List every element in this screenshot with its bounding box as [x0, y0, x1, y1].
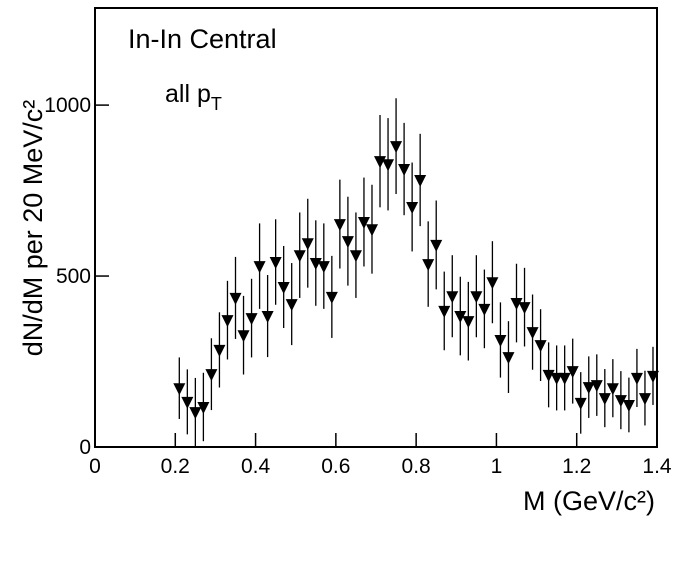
data-point [574, 397, 587, 410]
data-point [606, 383, 619, 396]
annotation-subscript: T [211, 94, 222, 114]
data-point [253, 261, 266, 274]
data-point [229, 292, 242, 305]
data-point [454, 311, 467, 324]
data-point [221, 315, 234, 328]
data-point [502, 352, 515, 365]
data-point [550, 372, 563, 385]
data-point [566, 366, 579, 379]
data-point [494, 334, 507, 347]
data-point [446, 291, 459, 304]
data-point [470, 291, 483, 304]
data-point [582, 382, 595, 395]
data-point [590, 380, 603, 393]
data-point [205, 369, 218, 382]
data-point [486, 277, 499, 290]
data-point [622, 399, 635, 412]
data-point [382, 159, 395, 172]
data-point [333, 219, 346, 232]
data-point [414, 174, 427, 187]
annotation-text: all p [165, 80, 211, 108]
data-point [189, 407, 202, 420]
data-point [277, 281, 290, 294]
x-tick-label: 1.4 [642, 455, 672, 478]
data-point [213, 344, 226, 357]
data-point [261, 311, 274, 324]
data-point [534, 340, 547, 353]
data-point [285, 299, 298, 312]
data-point [542, 369, 555, 382]
data-point [598, 393, 611, 406]
data-point [614, 395, 627, 408]
annotation: all pT [165, 80, 222, 114]
data-point [510, 298, 523, 311]
data-point [293, 250, 306, 263]
x-tick-label: 0.8 [402, 455, 431, 478]
data-point [518, 302, 531, 315]
data-point [374, 156, 387, 169]
data-point [462, 316, 475, 329]
data-point [390, 141, 403, 154]
data-point [309, 258, 322, 271]
data-point [357, 217, 370, 230]
data-point [478, 303, 491, 316]
data-point [558, 372, 571, 385]
data-point [325, 291, 338, 304]
data-point [237, 330, 250, 343]
data-point [349, 250, 362, 263]
data-point [630, 372, 643, 385]
data-point [197, 401, 210, 414]
x-tick-label: 0.6 [321, 455, 350, 478]
x-tick-label: 0.4 [241, 455, 271, 478]
x-axis-label: M (GeV/c²) [523, 486, 655, 516]
data-point [438, 305, 451, 318]
data-point [526, 327, 539, 340]
x-tick-label: 0.2 [161, 455, 190, 478]
data-point [173, 383, 186, 396]
data-point [365, 224, 378, 237]
data-point [398, 164, 411, 177]
data-point [181, 396, 194, 409]
data-point [646, 370, 659, 383]
data-point [430, 239, 443, 252]
data-point [317, 261, 330, 274]
data-point [406, 201, 419, 214]
y-tick-label: 0 [79, 436, 91, 459]
data-point [245, 313, 258, 326]
x-tick-label: 1.2 [562, 455, 591, 478]
annotation: In-In Central [128, 24, 277, 54]
data-point [422, 259, 435, 272]
plot-frame [94, 7, 658, 448]
y-axis-label: dN/dM per 20 MeV/c² [18, 100, 48, 357]
y-tick-label: 500 [56, 265, 91, 288]
data-point [269, 257, 282, 270]
x-tick-label: 0 [89, 455, 101, 478]
x-tick-label: 1 [491, 455, 503, 478]
data-point [301, 238, 314, 251]
data-point [638, 393, 651, 406]
y-tick-label: 1000 [44, 94, 91, 117]
data-point [341, 236, 354, 249]
